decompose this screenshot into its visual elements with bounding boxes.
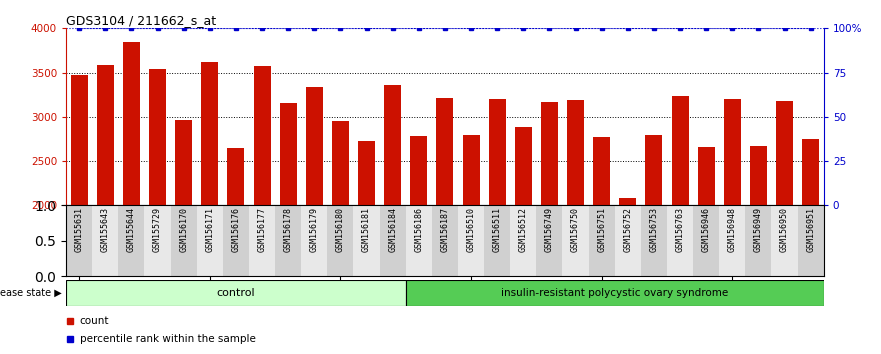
Bar [201, 62, 218, 205]
Bar [249, 205, 275, 276]
Bar [328, 205, 353, 276]
Bar [750, 146, 766, 205]
Text: GSM156179: GSM156179 [310, 207, 319, 252]
Text: GSM156753: GSM156753 [649, 207, 658, 252]
Bar [489, 99, 506, 205]
Bar [332, 121, 349, 205]
Text: GSM156171: GSM156171 [205, 207, 214, 252]
Bar [698, 147, 714, 205]
Bar [411, 136, 427, 205]
Bar [510, 205, 537, 276]
Bar [615, 205, 640, 276]
Bar [562, 205, 589, 276]
Text: count: count [79, 316, 109, 326]
Text: GSM155643: GSM155643 [100, 207, 110, 252]
Bar [358, 141, 375, 205]
Text: GSM156180: GSM156180 [336, 207, 344, 252]
Bar [406, 280, 824, 306]
Text: GSM156186: GSM156186 [414, 207, 423, 252]
Text: GSM156750: GSM156750 [571, 207, 580, 252]
Bar [436, 98, 454, 205]
Bar [640, 205, 667, 276]
Bar [567, 100, 584, 205]
Text: GSM156511: GSM156511 [492, 207, 501, 252]
Bar [227, 148, 244, 205]
Bar [667, 205, 693, 276]
Bar [122, 42, 140, 205]
Bar [745, 205, 772, 276]
Bar [589, 205, 615, 276]
Text: insulin-resistant polycystic ovary syndrome: insulin-resistant polycystic ovary syndr… [501, 288, 729, 298]
Text: GSM156178: GSM156178 [284, 207, 292, 252]
Bar [171, 205, 196, 276]
Text: GDS3104 / 211662_s_at: GDS3104 / 211662_s_at [66, 14, 216, 27]
Bar [724, 99, 741, 205]
Bar [254, 67, 270, 205]
Text: GSM156752: GSM156752 [623, 207, 633, 252]
Text: GSM156512: GSM156512 [519, 207, 528, 252]
Bar [432, 205, 458, 276]
Bar [70, 75, 87, 205]
Text: control: control [217, 288, 255, 298]
Bar [275, 205, 301, 276]
Text: GSM156187: GSM156187 [440, 207, 449, 252]
Bar [719, 205, 745, 276]
Bar [406, 205, 432, 276]
Bar [797, 205, 824, 276]
Text: GSM156948: GSM156948 [728, 207, 737, 252]
Bar [93, 205, 118, 276]
Bar [776, 101, 793, 205]
Bar [458, 205, 484, 276]
Text: GSM156170: GSM156170 [179, 207, 189, 252]
Text: GSM156184: GSM156184 [389, 207, 397, 252]
Text: GSM155644: GSM155644 [127, 207, 136, 252]
Bar [66, 280, 406, 306]
Bar [693, 205, 719, 276]
Text: disease state ▶: disease state ▶ [0, 288, 62, 298]
Text: GSM156950: GSM156950 [780, 207, 789, 252]
Text: percentile rank within the sample: percentile rank within the sample [79, 334, 255, 344]
Bar [118, 205, 144, 276]
Bar [537, 205, 562, 276]
Bar [593, 137, 611, 205]
Bar [306, 87, 322, 205]
Text: GSM156946: GSM156946 [701, 207, 711, 252]
Bar [803, 139, 819, 205]
Bar [671, 96, 689, 205]
Bar [515, 127, 532, 205]
Bar [97, 65, 114, 205]
Bar [541, 102, 558, 205]
Bar [66, 205, 93, 276]
Text: GSM156510: GSM156510 [467, 207, 476, 252]
Bar [223, 205, 249, 276]
Bar [149, 69, 166, 205]
Bar [279, 103, 297, 205]
Bar [175, 120, 192, 205]
Bar [484, 205, 510, 276]
Text: GSM156949: GSM156949 [754, 207, 763, 252]
Text: GSM156951: GSM156951 [806, 207, 815, 252]
Text: GSM155729: GSM155729 [153, 207, 162, 252]
Text: GSM156181: GSM156181 [362, 207, 371, 252]
Bar [463, 135, 479, 205]
Text: GSM156763: GSM156763 [676, 207, 685, 252]
Text: GSM156751: GSM156751 [597, 207, 606, 252]
Text: GSM156749: GSM156749 [545, 207, 554, 252]
Bar [619, 198, 636, 205]
Bar [353, 205, 380, 276]
Bar [301, 205, 328, 276]
Bar [196, 205, 223, 276]
Bar [772, 205, 797, 276]
Bar [144, 205, 171, 276]
Bar [384, 85, 401, 205]
Text: GSM156176: GSM156176 [232, 207, 241, 252]
Bar [380, 205, 406, 276]
Text: GSM156177: GSM156177 [257, 207, 267, 252]
Bar [646, 136, 663, 205]
Text: GSM155631: GSM155631 [75, 207, 84, 252]
